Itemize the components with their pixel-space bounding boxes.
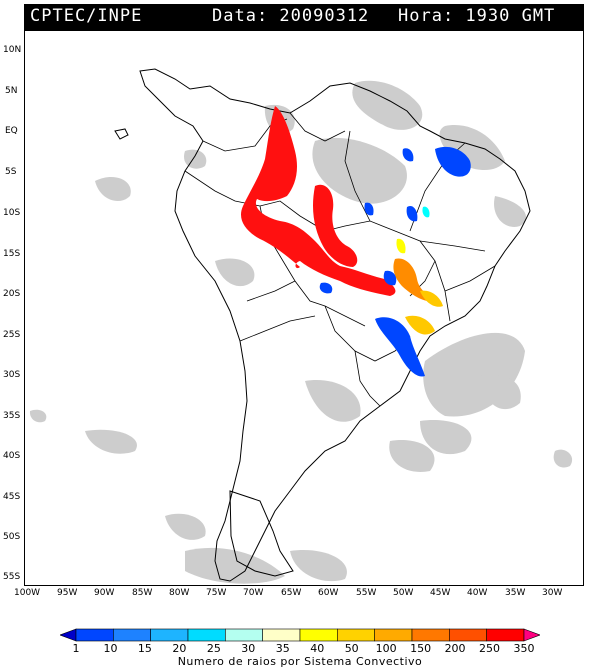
colorbar-arrow-left	[60, 628, 77, 642]
colorbar-tick-label: 30	[241, 642, 256, 655]
lat-label: 45S	[3, 492, 21, 502]
colorbar-cell	[150, 628, 189, 642]
lon-label: 85W	[132, 588, 153, 598]
colorbar-cell	[113, 628, 151, 642]
colorbar-tick-label: 10	[103, 642, 118, 655]
system-blue-ne1	[435, 146, 471, 177]
colorbar-tick-label: 40	[310, 642, 325, 655]
system-cyan	[422, 206, 430, 218]
lat-label: 5S	[5, 167, 17, 177]
lat-label: 40S	[3, 451, 21, 461]
lon-label: 70W	[243, 588, 264, 598]
convective-systems	[240, 106, 471, 377]
lon-label: 30W	[542, 588, 563, 598]
colorbar-arrow-right	[523, 628, 540, 642]
colorbar-tick-label: 100	[375, 642, 397, 655]
colorbar-tick-label: 25	[206, 642, 221, 655]
colorbar-tick-label: 50	[344, 642, 359, 655]
system-red-center	[312, 184, 358, 267]
colorbar-cell	[337, 628, 375, 642]
lat-label: 35S	[3, 411, 21, 421]
lon-label: 100W	[14, 588, 41, 598]
system-gold-b	[405, 315, 435, 335]
system-blue-se	[383, 270, 397, 286]
lat-label: 10N	[3, 45, 22, 55]
colorbar-tick-label: 20	[172, 642, 187, 655]
colorbar-tick-label: 15	[137, 642, 152, 655]
colorbar-tick-label: 200	[444, 642, 466, 655]
colorbar-title: Numero de raios por Sistema Convectivo	[177, 655, 423, 668]
lon-label: 95W	[57, 588, 78, 598]
lat-label: 25S	[3, 330, 21, 340]
lon-label: 45W	[430, 588, 451, 598]
lon-label: 80W	[169, 588, 190, 598]
colorbar-cell	[486, 628, 525, 642]
colorbar-cell	[374, 628, 413, 642]
cloud-cover	[29, 80, 573, 584]
colorbar	[60, 628, 540, 642]
system-blue-w	[319, 282, 333, 294]
system-gold-a	[420, 290, 443, 307]
colorbar-tick-label: 350	[513, 642, 535, 655]
colorbar-cell	[225, 628, 263, 642]
system-blue-south	[375, 317, 425, 377]
colorbar-tick-label: 35	[275, 642, 290, 655]
colorbar-tick-label: 150	[410, 642, 432, 655]
lon-label: 60W	[318, 588, 339, 598]
colorbar-cell	[299, 628, 338, 642]
colorbar-cell	[449, 628, 487, 642]
time-label: Hora: 1930 GMT	[398, 6, 556, 26]
system-blue-ne2	[402, 148, 414, 162]
satellite-map	[29, 68, 573, 584]
colorbar-tick-label: 1	[72, 642, 80, 655]
title-bar: CPTEC/INPE Data: 20090312 Hora: 1930 GMT	[24, 4, 584, 30]
agency-label: CPTEC/INPE	[30, 6, 143, 26]
colorbar-cell	[411, 628, 450, 642]
lon-label: 50W	[393, 588, 414, 598]
date-label: Data: 20090312	[212, 6, 370, 26]
lon-label: 90W	[94, 588, 115, 598]
lat-label: 5N	[5, 86, 18, 96]
lon-label: 65W	[281, 588, 302, 598]
system-red-amazon	[240, 106, 396, 296]
lat-label: 15S	[3, 249, 21, 259]
lat-label: 10S	[3, 208, 21, 218]
lon-label: 35W	[505, 588, 526, 598]
lon-label: 75W	[206, 588, 227, 598]
colorbar-cell	[75, 628, 114, 642]
system-orange	[393, 258, 435, 302]
colorbar-tick-label: 250	[479, 642, 501, 655]
lon-label: 55W	[356, 588, 377, 598]
lat-label: 30S	[3, 370, 21, 380]
colorbar-cell	[262, 628, 301, 642]
colorbar-cell	[187, 628, 226, 642]
system-blue-e	[406, 205, 418, 222]
system-yellow	[396, 238, 406, 254]
lat-label: EQ	[5, 126, 18, 136]
system-blue-mid	[364, 202, 374, 216]
map-frame	[24, 30, 584, 586]
lat-label: 20S	[3, 289, 21, 299]
lat-label: 55S	[3, 572, 21, 582]
lat-label: 50S	[3, 532, 21, 542]
lon-label: 40W	[467, 588, 488, 598]
